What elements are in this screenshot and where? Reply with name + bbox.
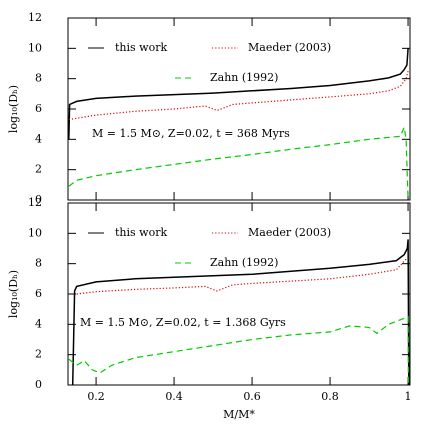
legend-label: this work [115, 41, 167, 54]
y-tick-label: 2 [35, 163, 42, 176]
y-tick-label: 12 [28, 196, 42, 209]
y-tick-label: 12 [28, 11, 42, 24]
x-tick-label: 1 [405, 390, 412, 403]
annotation: M = 1.5 M⊙, Z=0.02, t = 368 Myrs [92, 127, 290, 140]
y-tick-label: 6 [35, 102, 42, 115]
y-tick-label: 10 [28, 226, 42, 239]
y-tick-label: 0 [35, 193, 42, 206]
x-tick-label: 0.6 [243, 390, 261, 403]
data-line [71, 239, 410, 386]
y-tick-label: 8 [35, 72, 42, 85]
data-line [68, 315, 409, 386]
y-tick-label: 4 [35, 317, 42, 330]
y-tick-label: 10 [28, 41, 42, 54]
x-tick-label: 0.8 [321, 390, 339, 403]
legend-label: Maeder (2003) [248, 41, 331, 54]
y-tick-label: 4 [35, 132, 42, 145]
y-tick-label: 0 [35, 378, 42, 391]
y-tick-label: 6 [35, 287, 42, 300]
y-axis-label: log₁₀(Dₕ) [7, 85, 20, 133]
data-line [68, 48, 409, 140]
data-line [68, 70, 409, 121]
data-line [76, 258, 407, 295]
y-axis-label: log₁₀(Dₕ) [7, 270, 20, 318]
y-tick-label: 2 [35, 348, 42, 361]
x-tick-label: 0.2 [87, 390, 105, 403]
annotation: M = 1.5 M⊙, Z=0.02, t = 1.368 Gyrs [80, 316, 286, 329]
x-tick-label: 0.4 [165, 390, 183, 403]
legend-label: this work [115, 226, 167, 239]
legend-label: Zahn (1992) [210, 256, 278, 269]
x-axis-label: M/M* [223, 408, 255, 421]
data-line [68, 125, 409, 201]
legend-label: Maeder (2003) [248, 226, 331, 239]
legend-label: Zahn (1992) [210, 71, 278, 84]
y-tick-label: 8 [35, 257, 42, 270]
